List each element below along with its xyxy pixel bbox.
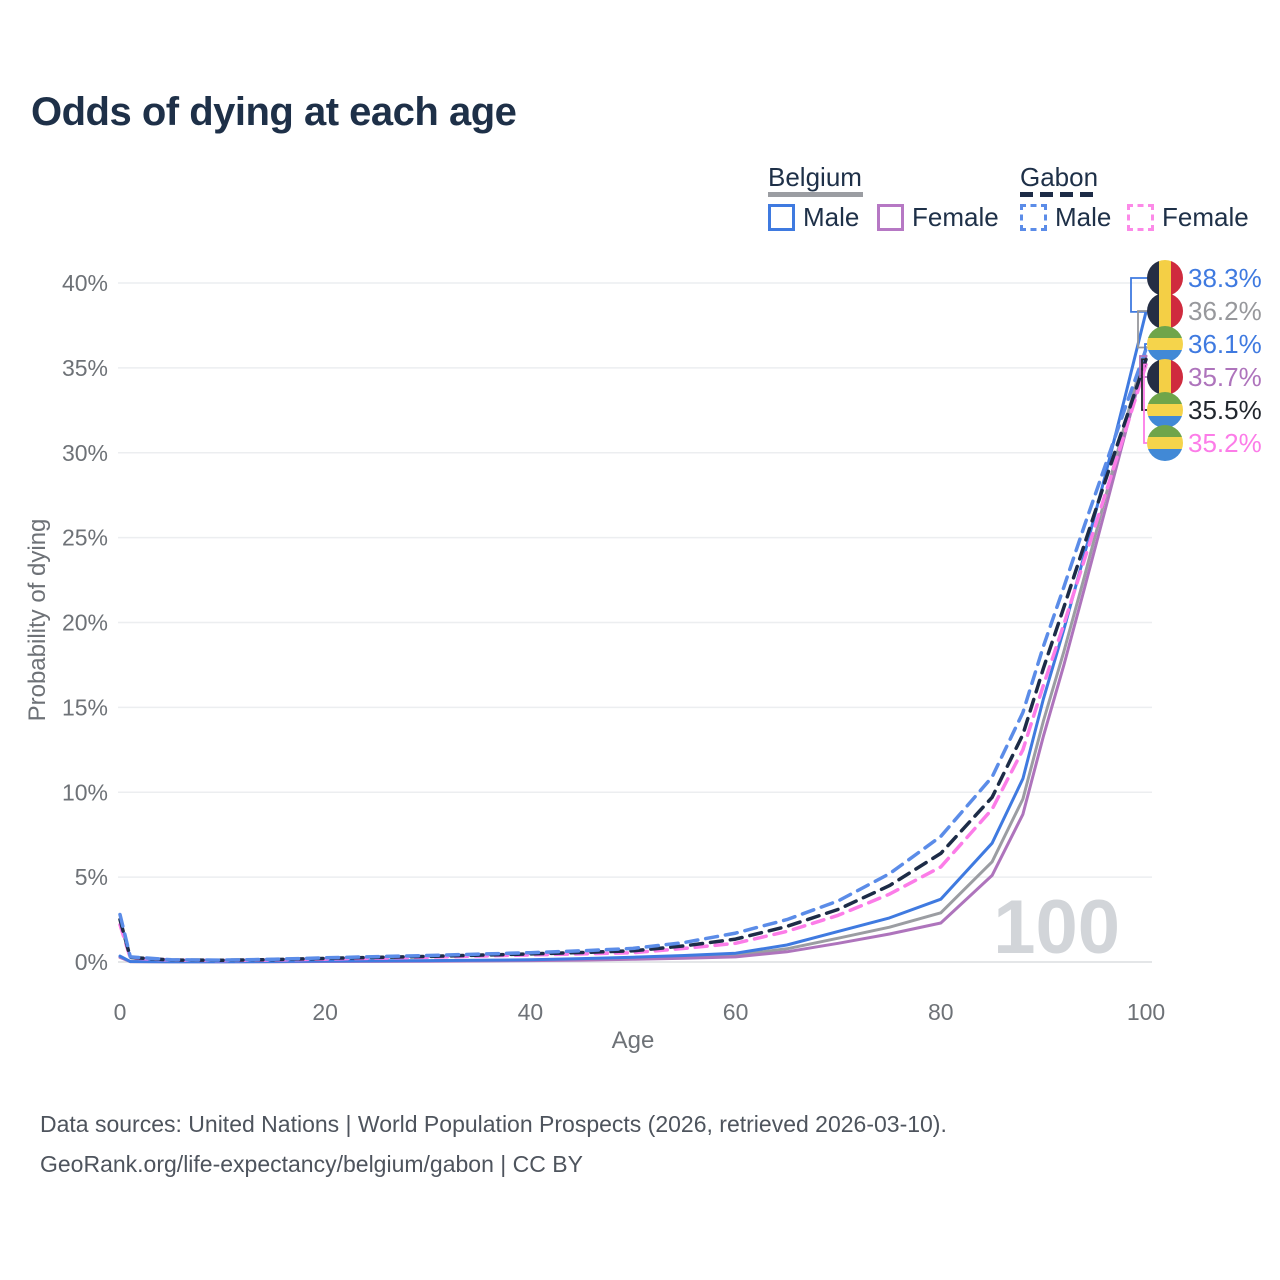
gabon-flag-icon: [1147, 392, 1183, 428]
footer: Data sources: United Nations | World Pop…: [40, 1104, 947, 1184]
leader-line: [1137, 310, 1147, 349]
x-tick-label: 0: [114, 999, 127, 1025]
legend-belgium-line-sample: [768, 192, 863, 197]
x-tick-label: 80: [928, 999, 954, 1025]
end-value-label: 35.7%: [1188, 362, 1262, 392]
end-value-label: 36.2%: [1188, 296, 1262, 326]
legend-item-belgium-male[interactable]: Male: [768, 204, 859, 231]
x-axis-title: Age: [612, 1027, 655, 1054]
x-tick-label: 60: [723, 999, 749, 1025]
series-line-gabon-both-sexes: [118, 357, 1148, 963]
x-tick-label: 100: [1127, 999, 1165, 1025]
y-tick-label: 40%: [62, 270, 108, 296]
y-tick-label: 0%: [75, 949, 108, 975]
gabon-female-swatch-icon: [1127, 204, 1154, 231]
belgium-male-swatch-icon: [768, 204, 795, 231]
legend-item-label: Female: [1162, 202, 1249, 232]
y-tick-label: 30%: [62, 440, 108, 466]
end-value-label: 36.1%: [1188, 329, 1262, 359]
y-tick-label: 15%: [62, 694, 108, 720]
end-value-label: 38.3%: [1188, 263, 1262, 293]
legend-item-label: Male: [803, 202, 860, 232]
leader-line: [1143, 363, 1147, 444]
series-lines: [118, 310, 1148, 964]
series-line-belgium-male: [118, 310, 1148, 964]
end-value-label: 35.5%: [1188, 395, 1262, 425]
legend-item-belgium-female[interactable]: Female: [877, 204, 999, 231]
gabon-male-swatch-icon: [1020, 204, 1047, 231]
legend-gabon-line-sample: [1020, 192, 1098, 197]
data-source-line: Data sources: United Nations | World Pop…: [40, 1111, 947, 1137]
leader-line: [1144, 343, 1147, 351]
age-watermark: 100: [993, 885, 1120, 970]
end-label-row: 35.5%: [1147, 392, 1262, 428]
y-tick-label: 20%: [62, 610, 108, 636]
end-label-row: 35.7%: [1147, 359, 1262, 395]
legend-item-label: Female: [912, 202, 999, 232]
x-tick-label: 20: [312, 999, 338, 1025]
belgium-female-swatch-icon: [877, 204, 904, 231]
belgium-flag-icon: [1147, 260, 1183, 296]
end-value-label: 35.2%: [1188, 428, 1262, 458]
gabon-flag-icon: [1147, 326, 1183, 362]
end-label-row: 36.2%: [1147, 293, 1262, 329]
leader-lines: [1130, 277, 1147, 444]
legend-item-gabon-male[interactable]: Male: [1020, 204, 1111, 231]
y-tick-label: 25%: [62, 525, 108, 551]
gridlines: [118, 282, 1152, 963]
legend-group-belgium-title: Belgium: [768, 162, 862, 192]
legend-item-label: Male: [1055, 202, 1112, 232]
series-line-gabon-female: [118, 362, 1148, 963]
y-axis-title: Probability of dying: [24, 519, 51, 722]
axis-tick-labels: 0% 5% 10% 15% 20% 25% 30% 35% 40% 0 20 40 60 80 100: [62, 270, 1165, 1025]
x-tick-label: 40: [518, 999, 544, 1025]
y-tick-label: 10%: [62, 779, 108, 805]
series-line-belgium-female: [118, 354, 1148, 964]
end-label-row: 35.2%: [1147, 425, 1262, 461]
y-tick-label: 5%: [75, 864, 108, 890]
gabon-flag-icon: [1147, 425, 1183, 461]
belgium-flag-icon: [1147, 293, 1183, 329]
end-label-row: 38.3%: [1147, 260, 1262, 296]
belgium-flag-icon: [1147, 359, 1183, 395]
series-line-belgium-both-sexes: [118, 346, 1148, 964]
y-tick-label: 35%: [62, 355, 108, 381]
legend-group-gabon-title: Gabon: [1020, 162, 1099, 192]
legend-item-gabon-female[interactable]: Female: [1127, 204, 1249, 231]
attribution-line: GeoRank.org/life-expectancy/belgium/gabo…: [40, 1151, 583, 1177]
end-label-row: 36.1%: [1147, 326, 1262, 362]
page-title: Odds of dying at each age: [31, 90, 517, 134]
series-line-gabon-male: [118, 347, 1148, 962]
